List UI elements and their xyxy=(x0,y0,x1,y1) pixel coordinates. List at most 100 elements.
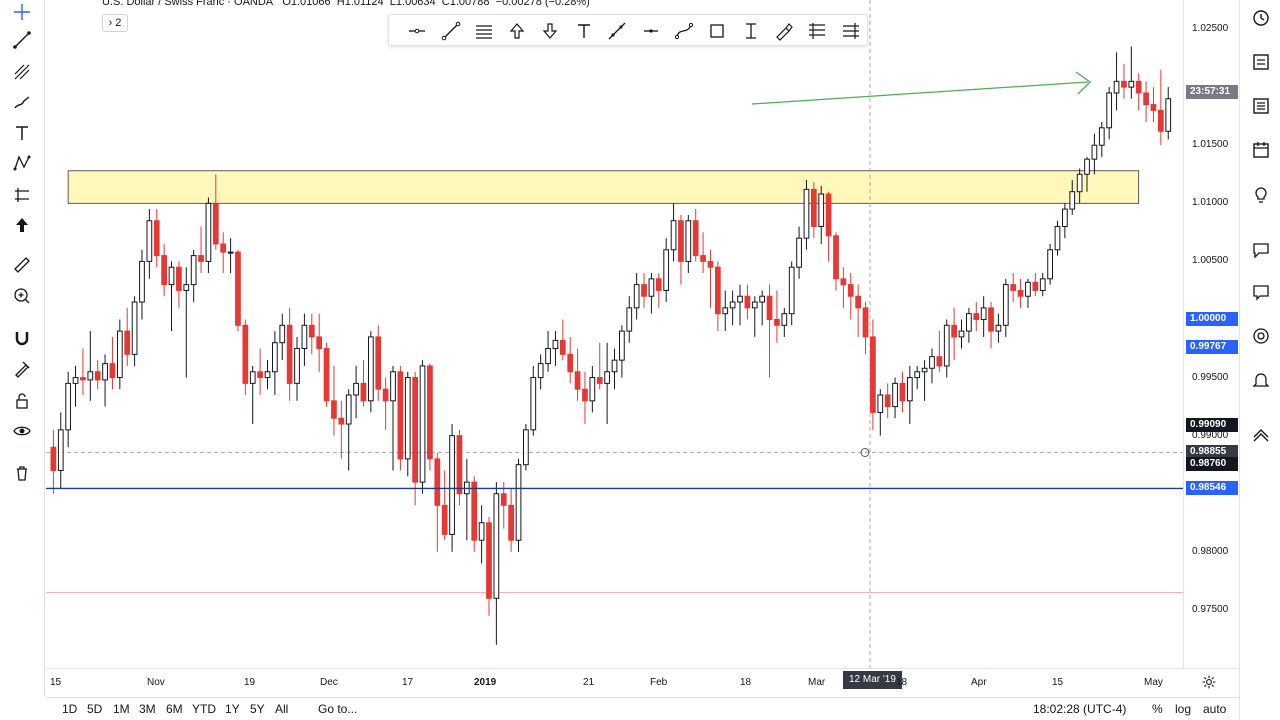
horizontal-ray-icon[interactable] xyxy=(405,19,429,43)
range-button-3m[interactable]: 3M xyxy=(139,702,156,716)
zoom-in-icon[interactable] xyxy=(10,284,34,308)
time-tick-label: 2019 xyxy=(474,677,497,688)
lock-icon[interactable] xyxy=(10,389,34,413)
trash-icon[interactable] xyxy=(10,461,34,485)
candle-body xyxy=(589,377,596,402)
text-tool-icon[interactable] xyxy=(10,121,34,145)
symbol-title[interactable]: U.S. Dollar / Swiss Franc · OANDA xyxy=(102,0,274,8)
candle-body xyxy=(500,493,507,506)
help-icon[interactable] xyxy=(1249,324,1273,348)
clock-timezone[interactable]: 18:02:28 (UTC-4) xyxy=(1033,702,1127,716)
price-tag: 0.99090 xyxy=(1186,418,1238,433)
candle-body xyxy=(759,295,766,303)
candle-body xyxy=(198,255,204,262)
candle-body xyxy=(345,394,352,425)
range-button-ytd[interactable]: YTD xyxy=(192,702,216,716)
arrow-up-icon[interactable] xyxy=(10,213,34,237)
candle-body xyxy=(353,382,359,396)
curve-icon[interactable] xyxy=(672,19,696,43)
candle-body xyxy=(559,339,566,355)
crosshair-icon[interactable] xyxy=(10,0,34,24)
candle-body xyxy=(1113,80,1120,94)
candle-body xyxy=(382,388,389,402)
rectangle-icon[interactable] xyxy=(705,19,729,43)
percent-scale-button[interactable]: % xyxy=(1152,702,1163,716)
log-scale-button[interactable]: log xyxy=(1175,702,1192,716)
candlestick-chart[interactable] xyxy=(46,0,1183,668)
ruler-icon[interactable] xyxy=(10,253,34,277)
candle-body xyxy=(50,446,57,472)
candle-body xyxy=(626,307,633,332)
text-icon[interactable] xyxy=(572,19,596,43)
auto-scale-button[interactable]: auto xyxy=(1203,702,1227,716)
candle-body xyxy=(825,193,832,237)
brush-tool-icon[interactable] xyxy=(772,19,796,43)
goto-date-button[interactable]: Go to... xyxy=(318,702,358,716)
candle-body xyxy=(1039,278,1046,291)
candle-body xyxy=(870,336,876,413)
candle-body xyxy=(419,365,426,483)
candle-body xyxy=(751,301,758,309)
extended-line-icon[interactable] xyxy=(605,19,629,43)
candle-body xyxy=(375,336,382,390)
chat-icon[interactable] xyxy=(1249,238,1273,262)
candle-body xyxy=(360,382,367,402)
notification-bell-icon[interactable] xyxy=(1249,368,1273,392)
crosshair-time-label: 12 Mar '19 xyxy=(843,671,902,689)
candle-body xyxy=(249,371,256,384)
trend-line-icon[interactable] xyxy=(439,19,463,43)
candle-body xyxy=(404,377,411,460)
stay-in-drawing-icon[interactable] xyxy=(10,357,34,381)
price-range-icon[interactable] xyxy=(739,19,763,43)
candle-body xyxy=(183,284,190,291)
candle-body xyxy=(205,202,212,262)
brush-icon[interactable] xyxy=(10,91,34,115)
watchlist-icon[interactable] xyxy=(1249,50,1273,74)
parallel-channel-icon[interactable] xyxy=(472,19,496,43)
prediction-icon[interactable] xyxy=(10,183,34,207)
gear-icon[interactable] xyxy=(1199,672,1219,692)
fib-retracement-icon[interactable] xyxy=(805,19,829,43)
range-button-1d[interactable]: 1D xyxy=(62,702,78,716)
price-tick-label: 1.01500 xyxy=(1192,139,1229,151)
arrow-line xyxy=(751,81,1089,105)
candle-body xyxy=(1025,281,1031,297)
indicator-count-badge[interactable]: › 2 xyxy=(102,14,128,32)
range-button-1m[interactable]: 1M xyxy=(113,702,130,716)
range-button-all[interactable]: All xyxy=(275,702,289,716)
range-button-5y[interactable]: 5Y xyxy=(250,702,265,716)
candle-body xyxy=(116,330,123,379)
pattern-icon[interactable] xyxy=(10,151,34,175)
eye-icon[interactable] xyxy=(10,419,34,443)
time-axis[interactable]: 12 Mar '19 15 Nov 19 Dec 17 2019 21 Feb 18 Mar 18 A… xyxy=(46,668,1239,696)
idea-lightbulb-icon[interactable] xyxy=(1249,182,1273,206)
range-button-1y[interactable]: 1Y xyxy=(225,702,240,716)
candle-body xyxy=(611,359,618,373)
range-button-6m[interactable]: 6M xyxy=(166,702,183,716)
price-axis[interactable]: 1.02500 1.01500 1.01000 1.00500 0.99500 0.990… xyxy=(1183,0,1239,668)
collapse-panel-icon[interactable] xyxy=(1249,422,1273,446)
trend-line-icon[interactable] xyxy=(10,28,34,52)
calendar-icon[interactable] xyxy=(1249,138,1273,162)
clock-icon[interactable] xyxy=(1249,6,1273,30)
candle-body xyxy=(434,458,441,506)
arrow-up-marker-icon[interactable] xyxy=(505,19,529,43)
horizontal-line-icon[interactable] xyxy=(639,19,663,43)
candle-body xyxy=(124,330,131,355)
messages-icon[interactable] xyxy=(1249,280,1273,304)
candle-body xyxy=(308,324,315,338)
arrow-down-marker-icon[interactable] xyxy=(538,19,562,43)
chart-pane[interactable]: U.S. Dollar / Swiss Franc · OANDA O1.010… xyxy=(46,0,1183,668)
fib-extension-icon[interactable] xyxy=(839,19,863,43)
alerts-list-icon[interactable] xyxy=(1249,94,1273,118)
range-button-5d[interactable]: 5D xyxy=(87,702,103,716)
candle-body xyxy=(523,429,529,466)
pitchfork-icon[interactable] xyxy=(10,60,34,84)
candle-body xyxy=(478,522,485,541)
time-tick-label: 15 xyxy=(1052,677,1064,688)
candle-body xyxy=(1128,80,1135,88)
candle-body xyxy=(272,342,278,373)
candle-body xyxy=(1047,249,1053,280)
magnet-icon[interactable] xyxy=(10,326,34,350)
candle-body xyxy=(279,324,286,344)
